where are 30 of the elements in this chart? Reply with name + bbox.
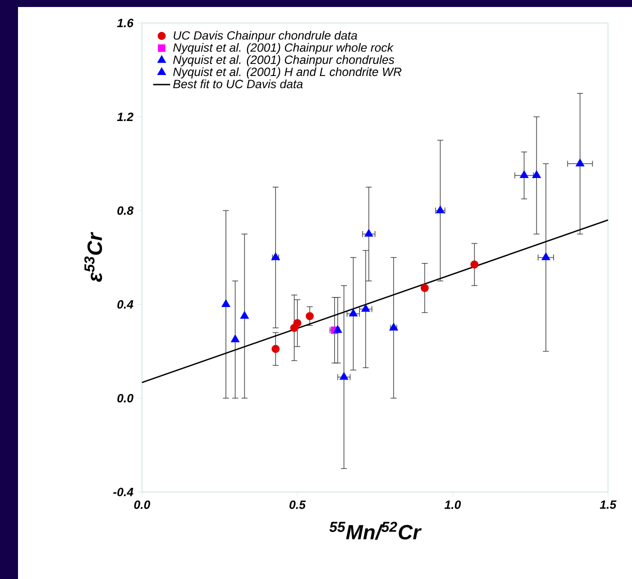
y-axis-title: ε$^{53}$Cr	[84, 232, 102, 282]
legend-label: Nyquist et al. (2001) Chainpur chondrules	[173, 55, 394, 66]
x-tick-label: 1.5	[600, 500, 616, 509]
point	[532, 170, 541, 178]
point	[222, 300, 230, 308]
x-axis-title: $^{55}$Mn/$^{52}$Cr	[329, 522, 422, 540]
legend-label: Nyquist et al. (2001) Chainpur whole rock	[173, 43, 394, 54]
point	[293, 319, 302, 328]
point	[272, 344, 280, 353]
point	[520, 170, 528, 178]
point	[306, 312, 314, 320]
y-tick-label: -0.4	[113, 488, 134, 496]
x-tick-label: 1.0	[444, 500, 461, 509]
point	[542, 252, 550, 260]
legend-label: Best fit to UC Davis data	[173, 79, 303, 88]
point	[333, 325, 342, 333]
x-tick-label: 0.0	[134, 500, 150, 509]
y-tick-label: 0.0	[117, 394, 134, 402]
y-tick-label: 1.2	[117, 112, 134, 121]
y-tick-label: 0.4	[117, 300, 134, 309]
y-tick-label: 1.6	[117, 18, 134, 28]
point	[470, 260, 478, 269]
point	[420, 284, 429, 292]
point	[576, 158, 584, 166]
legend-label: Nyquist et al. (2001) H and L chondrite WR	[173, 67, 402, 78]
point	[240, 311, 249, 319]
point	[230, 334, 240, 342]
y-tick-label: 0.8	[117, 206, 134, 215]
x-tick-label: 0.5	[290, 500, 306, 509]
legend-label: UC Davis Chainpur chondrule data	[174, 30, 358, 42]
